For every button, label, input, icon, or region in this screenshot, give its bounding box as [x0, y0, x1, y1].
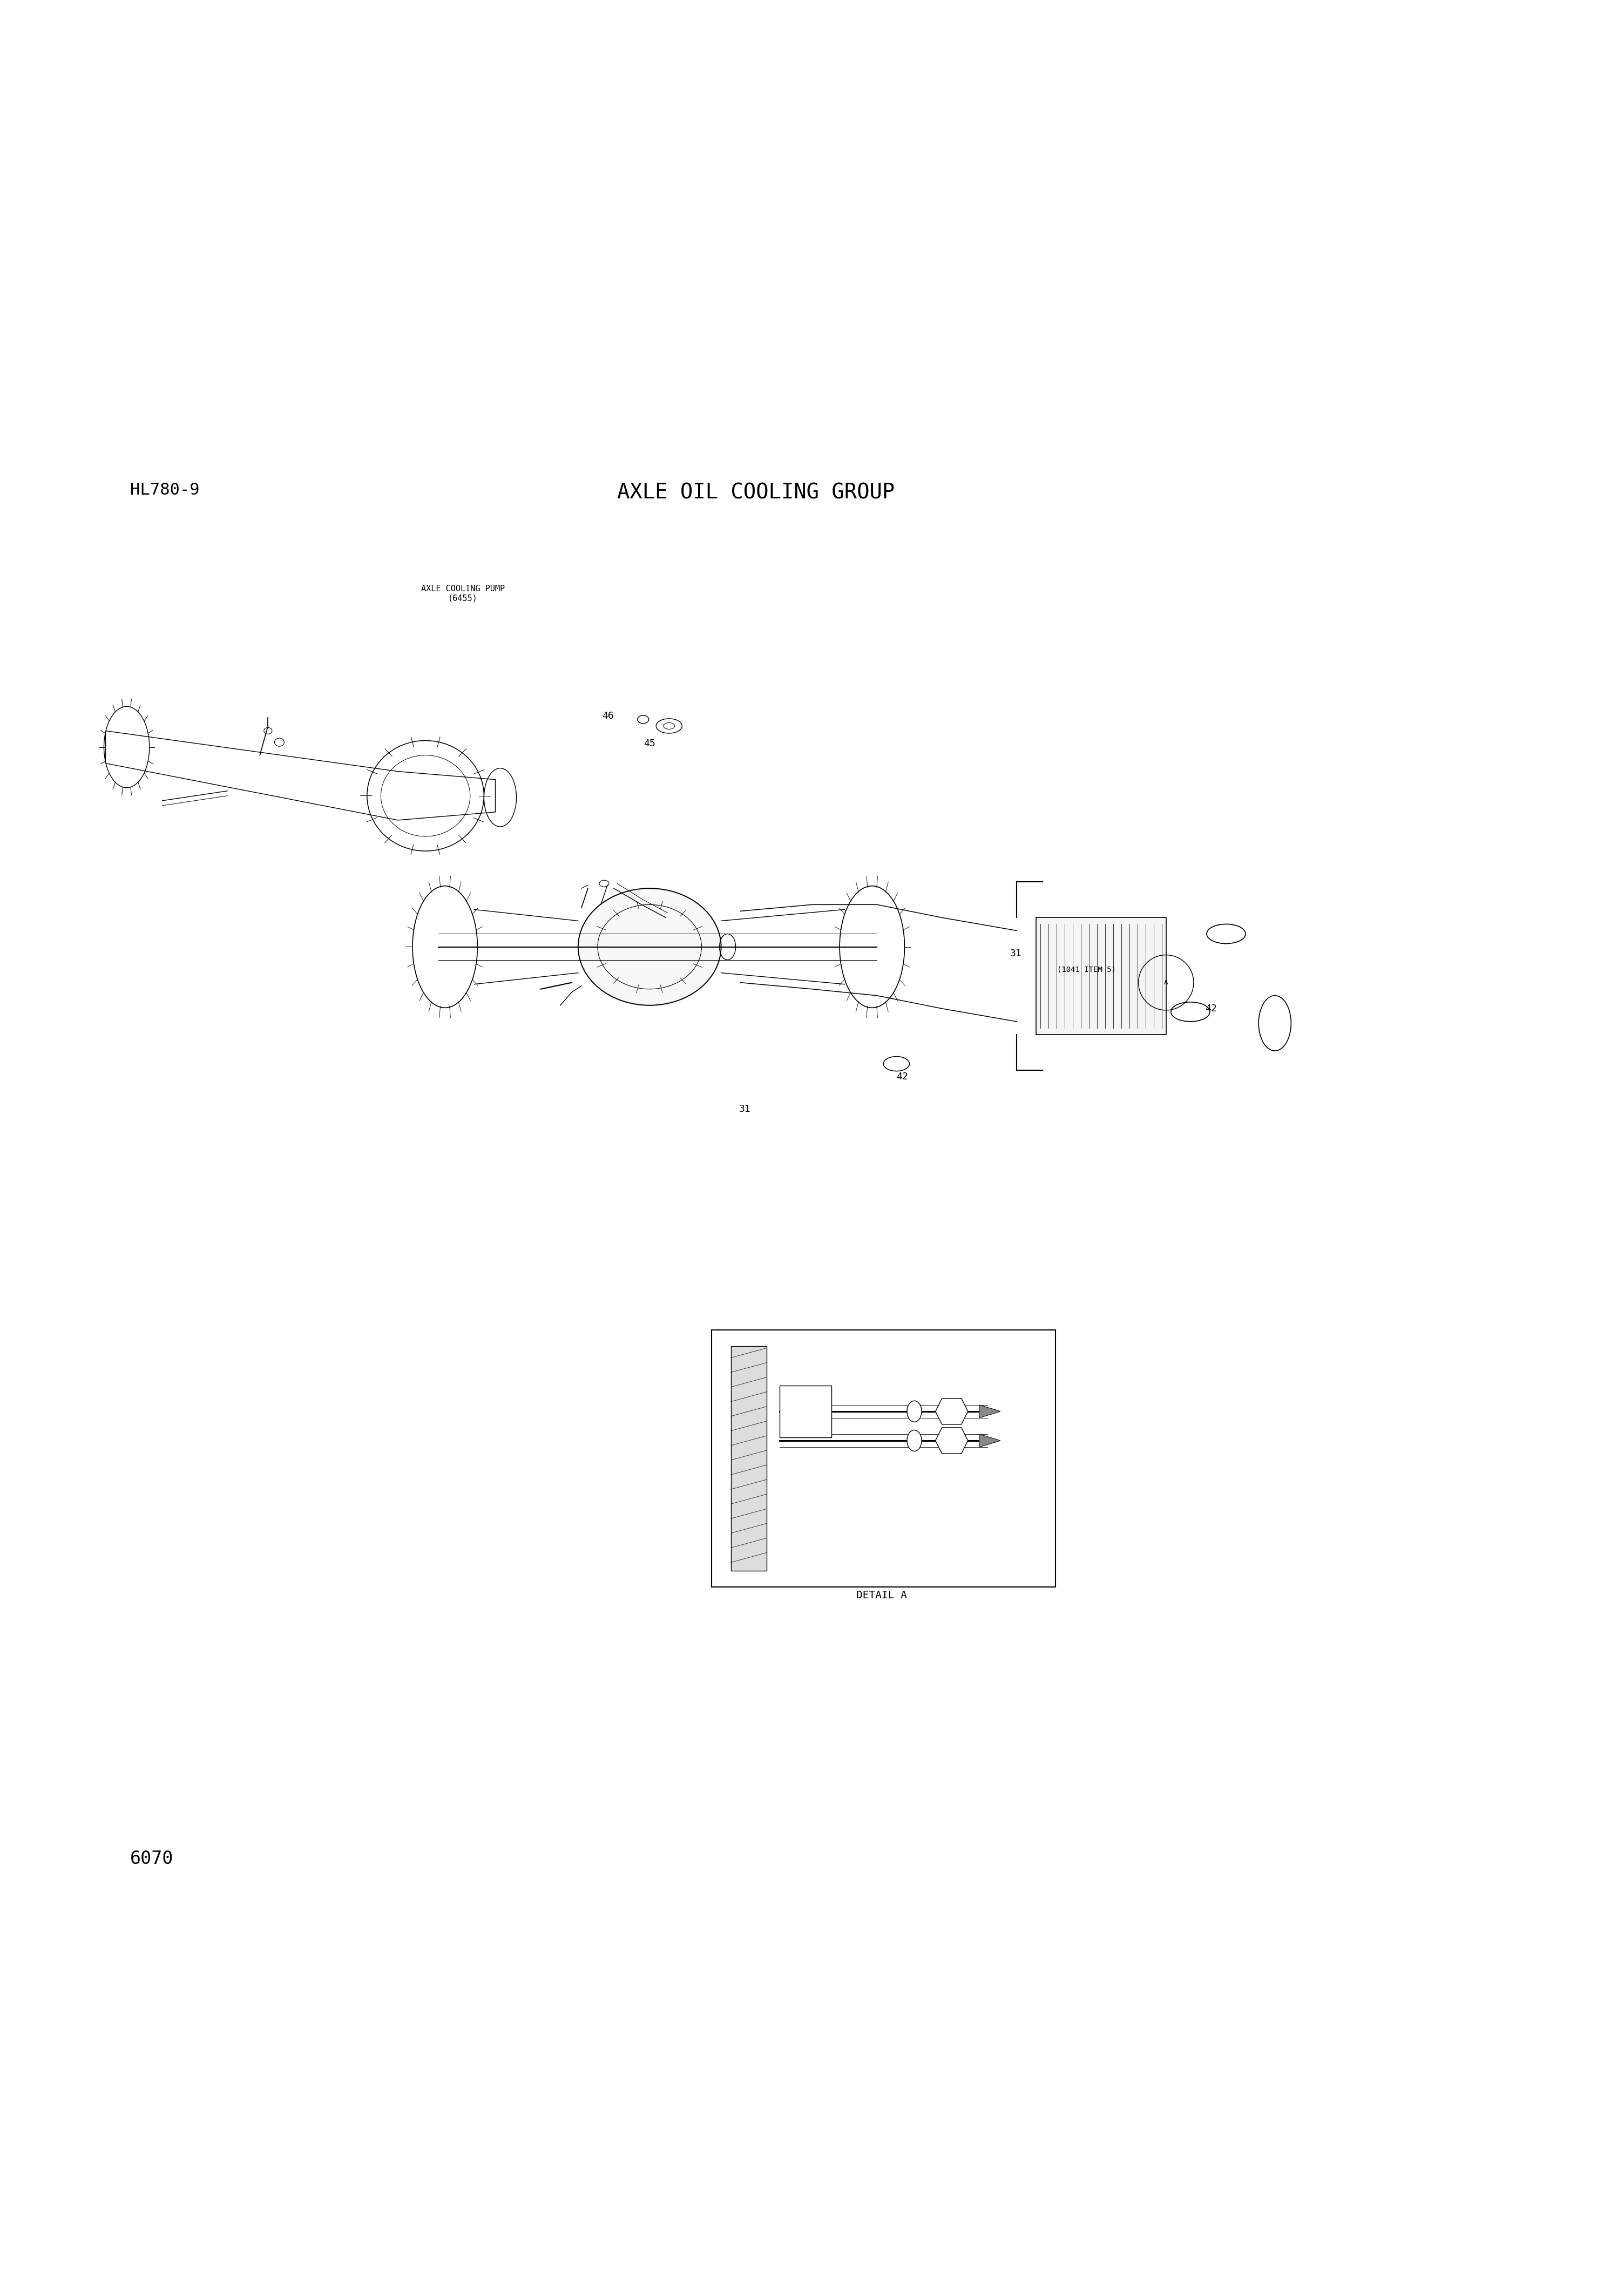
Text: (1041 ITEM 5): (1041 ITEM 5): [1057, 966, 1116, 973]
Bar: [780, 1385, 831, 1438]
Text: DETAIL A: DETAIL A: [856, 1589, 908, 1601]
Text: 28: 28: [840, 1404, 849, 1413]
Text: 31: 31: [739, 1104, 750, 1115]
Text: A: A: [1164, 980, 1168, 987]
Bar: [1036, 918, 1166, 1035]
Text: 2: 2: [903, 1390, 908, 1397]
Polygon shape: [935, 1399, 968, 1424]
Text: HL780-9: HL780-9: [130, 483, 200, 497]
Polygon shape: [979, 1404, 1000, 1418]
Text: 33: 33: [976, 1445, 986, 1452]
Text: 31: 31: [1010, 948, 1021, 957]
Text: 33: 33: [976, 1424, 986, 1431]
Bar: [711, 1330, 1056, 1587]
Polygon shape: [979, 1434, 1000, 1447]
Ellipse shape: [578, 889, 721, 1005]
Text: AXLE COOLING PUMP
(6455): AXLE COOLING PUMP (6455): [421, 584, 505, 602]
Text: 45: 45: [643, 740, 656, 749]
Text: AXLE OIL COOLING GROUP: AXLE OIL COOLING GROUP: [617, 483, 895, 504]
Bar: [731, 1347, 767, 1571]
Ellipse shape: [906, 1429, 922, 1452]
Text: 6070: 6070: [130, 1850, 174, 1869]
Text: 10: 10: [870, 1381, 880, 1390]
Text: 42: 42: [896, 1072, 908, 1081]
Ellipse shape: [274, 737, 284, 747]
Ellipse shape: [906, 1401, 922, 1422]
Polygon shape: [935, 1427, 968, 1454]
Text: 46: 46: [603, 712, 614, 721]
Text: 42: 42: [1205, 1003, 1216, 1014]
